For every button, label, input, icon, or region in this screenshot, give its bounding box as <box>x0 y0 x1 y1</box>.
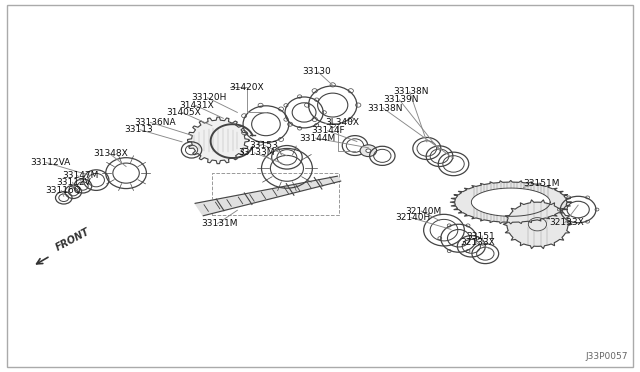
Text: 32133X: 32133X <box>549 218 584 227</box>
Text: 33139N: 33139N <box>383 96 419 105</box>
Text: 33120H: 33120H <box>191 93 227 102</box>
Text: 31420X: 31420X <box>230 83 264 92</box>
Text: 33151: 33151 <box>467 231 495 241</box>
Polygon shape <box>188 117 249 164</box>
Text: 31405X: 31405X <box>166 108 201 117</box>
Text: 33151M: 33151M <box>524 179 560 187</box>
Text: 33136NA: 33136NA <box>134 118 176 127</box>
Text: 33144M: 33144M <box>300 134 336 143</box>
Text: 31431X: 31431X <box>179 100 214 110</box>
Polygon shape <box>451 180 571 224</box>
Text: 33138N: 33138N <box>367 103 403 112</box>
Polygon shape <box>471 188 550 217</box>
Polygon shape <box>503 200 572 248</box>
Text: 33116Q: 33116Q <box>45 186 81 195</box>
Text: 33112V: 33112V <box>57 178 92 187</box>
Text: 33131M: 33131M <box>202 219 238 228</box>
Ellipse shape <box>366 149 371 153</box>
Text: 33112VA: 33112VA <box>30 158 70 167</box>
Text: 31348X: 31348X <box>93 149 129 158</box>
Text: FRONT: FRONT <box>54 227 91 253</box>
Text: 33138N: 33138N <box>394 87 429 96</box>
Text: J33P0057: J33P0057 <box>586 352 628 361</box>
Text: 33144F: 33144F <box>312 126 346 135</box>
Polygon shape <box>195 176 340 216</box>
Text: 33133M: 33133M <box>239 148 275 157</box>
Text: 33153: 33153 <box>249 141 278 150</box>
Text: 33147M: 33147M <box>62 171 98 180</box>
Text: 32140M: 32140M <box>405 206 442 215</box>
Text: 3L340X: 3L340X <box>325 118 359 127</box>
Text: 33113: 33113 <box>124 125 153 134</box>
Ellipse shape <box>360 145 376 157</box>
Text: 32133X: 32133X <box>460 238 495 247</box>
Text: 32140H: 32140H <box>395 213 430 222</box>
Text: 33130: 33130 <box>302 67 331 77</box>
Ellipse shape <box>200 127 236 154</box>
